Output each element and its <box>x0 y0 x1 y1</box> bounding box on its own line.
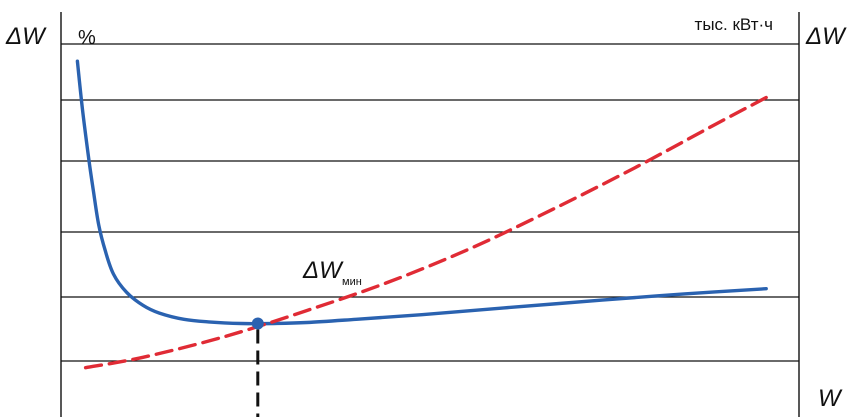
series-line-2 <box>83 95 768 370</box>
series-layer <box>75 59 768 370</box>
y-left-unit: % <box>78 27 96 49</box>
gridlines <box>61 43 799 362</box>
y-right-unit: тыс. кВт·ч <box>695 15 773 34</box>
min-annotation-sub: мин <box>342 276 362 288</box>
min-annotation-main: ΔW <box>302 257 344 284</box>
y-left-label: ΔW <box>5 23 47 50</box>
series-line-1 <box>75 59 768 326</box>
y-right-label: ΔW <box>805 23 847 50</box>
minimum-point <box>251 317 264 330</box>
x-axis-label: W <box>818 385 843 412</box>
